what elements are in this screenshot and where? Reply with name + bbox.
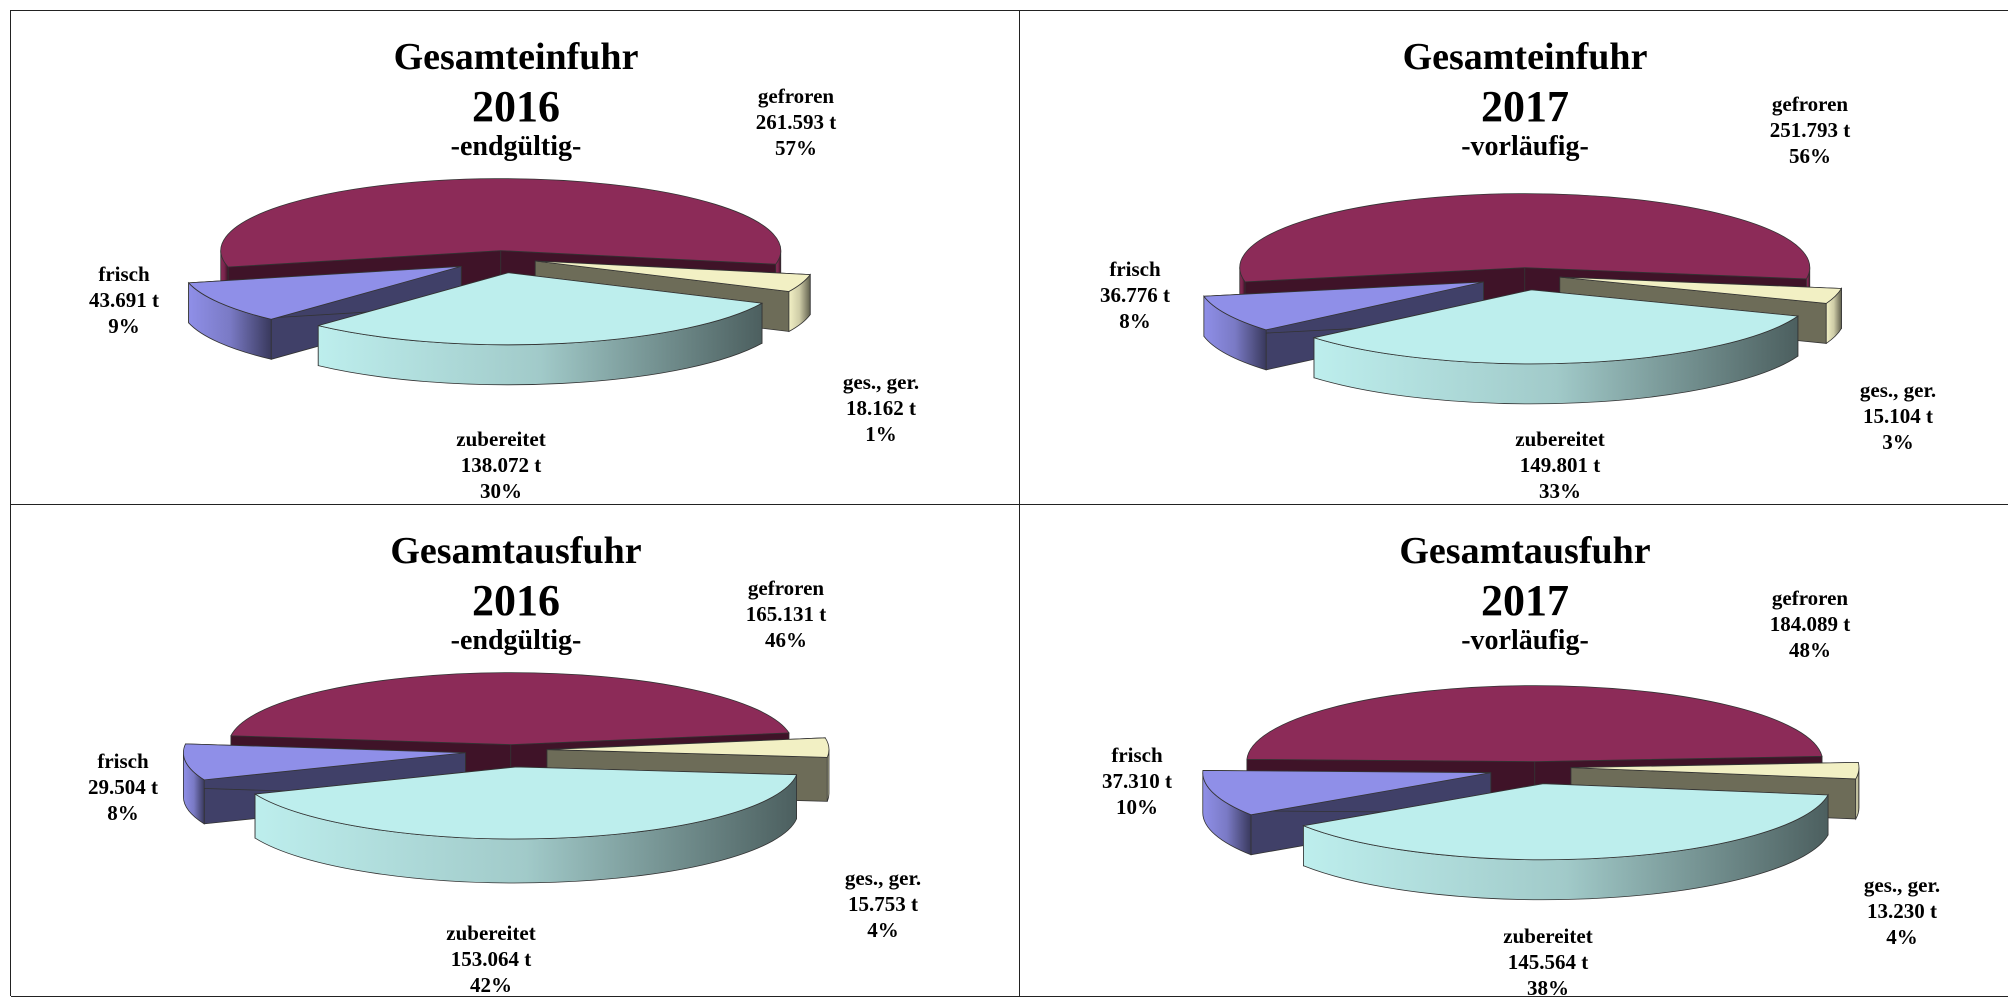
data-label-percent-label: 4%: [1886, 925, 1918, 949]
data-label-frisch: frisch 36.776 t 8%: [1100, 256, 1170, 334]
chart-title: Gesamtausfuhr: [1399, 530, 1651, 572]
data-label-value-label: 251.793 t: [1769, 118, 1851, 142]
data-label-percent-label: 42%: [470, 973, 512, 997]
data-label-percent-label: 57%: [775, 136, 817, 160]
data-label-value-label: 13.230 t: [1867, 899, 1937, 923]
pie-slice-zubereitet: [1301, 783, 1829, 901]
data-label-name: gefroren: [1771, 92, 1849, 116]
data-label-name: zubereitet: [446, 921, 536, 945]
data-label-value-label: 15.104 t: [1863, 404, 1933, 428]
data-label-ges_ger: ges., ger. 15.753 t 4%: [845, 865, 921, 943]
data-label-percent-label: 10%: [1116, 795, 1158, 819]
data-label-value-label: 149.801 t: [1519, 453, 1601, 477]
data-label-percent-label: 33%: [1539, 479, 1581, 503]
data-label-percent-label: 1%: [865, 422, 897, 446]
data-label-name: zubereitet: [1515, 427, 1605, 451]
data-label-gefroren: gefroren 165.131 t 46%: [746, 575, 827, 653]
data-label-zubereitet: zubereitet 145.564 t 38%: [1503, 923, 1593, 997]
pie-chart: [182, 672, 830, 884]
pie-chart: [1203, 193, 1843, 405]
chart-year: 2016: [472, 82, 560, 131]
pie-chart: [1202, 685, 1860, 901]
data-label-zubereitet: zubereitet 153.064 t 42%: [446, 920, 536, 997]
chart-panel: Gesamteinfuhr 2016 -endgültig-gefroren 261.…: [11, 11, 1020, 505]
chart-panel: Gesamtausfuhr 2016 -endgültig-gefroren 165.…: [11, 505, 1020, 997]
chart-subtitle: -endgültig-: [450, 625, 582, 656]
data-label-name: ges., ger.: [1859, 378, 1937, 402]
chart-year: 2017: [1481, 576, 1569, 625]
data-label-percent-label: 3%: [1882, 430, 1914, 454]
chart-grid: Gesamteinfuhr 2016 -endgültig-gefroren 261.…: [10, 10, 2008, 997]
pie-slice-zubereitet: [317, 272, 764, 386]
data-label-name: frisch: [1111, 743, 1163, 767]
data-label-ges_ger: ges., ger. 13.230 t 4%: [1864, 872, 1940, 950]
data-label-value-label: 29.504 t: [88, 775, 158, 799]
data-label-name: zubereitet: [1503, 924, 1593, 948]
data-label-ges_ger: ges., ger. 18.162 t 1%: [843, 369, 919, 447]
data-label-frisch: frisch 29.504 t 8%: [88, 748, 158, 826]
chart-title: Gesamteinfuhr: [1402, 36, 1648, 78]
data-label-value-label: 153.064 t: [450, 947, 532, 971]
data-label-gefroren: gefroren 251.793 t 56%: [1770, 91, 1851, 169]
data-label-percent-label: 8%: [107, 801, 139, 825]
data-label-value-label: 138.072 t: [460, 453, 542, 477]
data-label-name: ges., ger.: [844, 866, 922, 890]
data-label-value-label: 15.753 t: [848, 892, 918, 916]
data-label-zubereitet: zubereitet 149.801 t 33%: [1515, 426, 1604, 504]
data-label-percent-label: 48%: [1789, 638, 1831, 662]
data-label-frisch: frisch 37.310 t 10%: [1102, 742, 1172, 820]
data-label-percent-label: 9%: [108, 314, 140, 338]
data-label-percent-label: 56%: [1789, 144, 1831, 168]
data-label-value-label: 165.131 t: [745, 602, 827, 626]
data-label-frisch: frisch 43.691 t 9%: [89, 261, 159, 339]
data-label-percent-label: 38%: [1527, 976, 1569, 997]
chart-year: 2017: [1481, 82, 1569, 131]
pie-slice-zubereitet: [253, 766, 798, 884]
data-label-name: ges., ger.: [842, 370, 920, 394]
data-label-value-label: 36.776 t: [1100, 283, 1170, 307]
data-label-zubereitet: zubereitet 138.072 t 30%: [456, 426, 545, 504]
data-label-name: ges., ger.: [1863, 873, 1941, 897]
chart-subtitle: -vorläufig-: [1461, 131, 1589, 162]
data-label-name: gefroren: [747, 576, 825, 600]
chart-title: Gesamteinfuhr: [393, 36, 639, 78]
data-label-ges_ger: ges., ger. 15.104 t 3%: [1860, 377, 1936, 455]
pie-chart: [187, 178, 811, 386]
chart-title: Gesamtausfuhr: [390, 530, 642, 572]
data-label-name: frisch: [97, 749, 149, 773]
data-label-percent-label: 8%: [1119, 309, 1151, 333]
data-label-gefroren: gefroren 261.593 t 57%: [756, 83, 837, 161]
data-label-gefroren: gefroren 184.089 t 48%: [1770, 585, 1851, 663]
data-label-percent-label: 46%: [765, 628, 807, 652]
data-label-value-label: 261.593 t: [755, 110, 837, 134]
chart-subtitle: -vorläufig-: [1461, 625, 1589, 656]
chart-panel: Gesamtausfuhr 2017 -vorläufig-gefroren 184.…: [1020, 505, 2008, 997]
chart-subtitle: -endgültig-: [450, 131, 582, 162]
data-label-value-label: 145.564 t: [1507, 950, 1589, 974]
data-label-value-label: 43.691 t: [89, 288, 159, 312]
data-label-percent-label: 30%: [480, 479, 522, 503]
data-label-value-label: 37.310 t: [1102, 769, 1172, 793]
data-label-name: zubereitet: [456, 427, 546, 451]
chart-panel: Gesamteinfuhr 2017 -vorläufig-gefroren 251.…: [1020, 11, 2008, 505]
data-label-name: gefroren: [1771, 586, 1849, 610]
data-label-name: gefroren: [757, 84, 835, 108]
data-label-value-label: 184.089 t: [1769, 612, 1851, 636]
pie-slice-zubereitet: [1312, 289, 1800, 405]
data-label-name: frisch: [1109, 257, 1161, 281]
data-label-percent-label: 4%: [867, 918, 899, 942]
data-label-name: frisch: [98, 262, 150, 286]
chart-year: 2016: [472, 576, 560, 625]
data-label-value-label: 18.162 t: [846, 396, 916, 420]
